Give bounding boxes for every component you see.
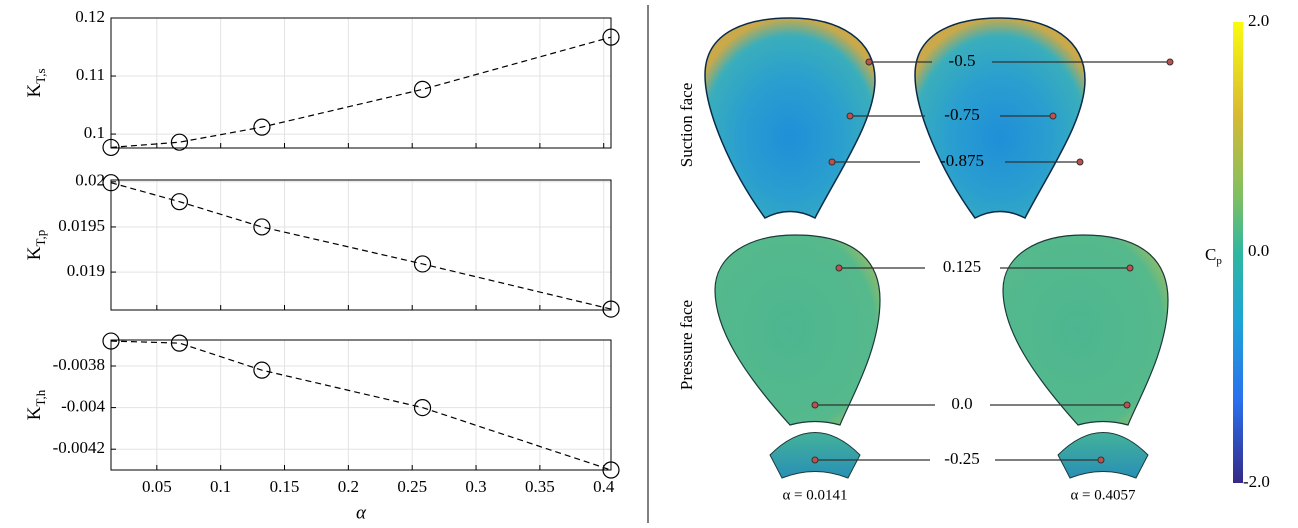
suction-blade <box>915 18 1085 218</box>
contour-label: 0.0 <box>951 394 972 413</box>
x-tick-label: 0.25 <box>397 477 427 496</box>
y-axis-label: KT,h <box>24 389 48 420</box>
contour-label: -0.875 <box>940 151 984 170</box>
colorbar-tick: 2.0 <box>1248 11 1269 30</box>
colorbar-label: Cp <box>1205 245 1222 267</box>
hub <box>1058 433 1148 479</box>
pressure-blade <box>715 235 880 425</box>
y-tick-label: 0.02 <box>75 171 105 190</box>
x-tick-label: 0.15 <box>270 477 300 496</box>
caption: α = 0.4057 <box>1070 487 1136 503</box>
figure: Suction face Pressure face -0.5 -0.75 -0… <box>0 0 1298 528</box>
x-tick-label: 0.2 <box>338 477 359 496</box>
hub <box>770 433 860 479</box>
contour-label: -0.25 <box>944 449 979 468</box>
plot-area <box>111 18 611 148</box>
y-axis-label-main: K <box>24 246 45 260</box>
y-tick-label: 0.019 <box>67 261 105 280</box>
x-tick-label: 0.05 <box>142 477 172 496</box>
y-axis-label-sub: T,h <box>33 389 48 406</box>
x-tick-label: 0.1 <box>210 477 231 496</box>
y-tick-label: -0.0038 <box>53 355 105 374</box>
y-tick-label: 0.12 <box>75 7 105 26</box>
x-tick-label: 0.3 <box>465 477 486 496</box>
y-axis-label: KT,p <box>24 230 48 260</box>
colorbar-tick: 0.0 <box>1248 241 1269 260</box>
y-tick-label: -0.004 <box>61 397 105 416</box>
y-tick-label: -0.0042 <box>53 438 105 457</box>
colorbar <box>1233 22 1243 483</box>
x-tick-label: 0.4 <box>593 477 615 496</box>
y-axis-label-sub: T,s <box>33 68 48 83</box>
contour-label: -0.75 <box>944 105 979 124</box>
y-tick-label: 0.1 <box>84 123 105 142</box>
y-axis-label: KT,s <box>24 68 48 97</box>
contour-label: -0.5 <box>949 51 976 70</box>
x-tick-label: 0.35 <box>525 477 555 496</box>
y-axis-label-main: K <box>24 84 45 98</box>
colorbar-tick: -2.0 <box>1243 472 1270 491</box>
y-axis-label-main: K <box>24 406 45 420</box>
face-label: Pressure face <box>677 300 696 390</box>
plot-area <box>111 340 611 470</box>
face-label: Suction face <box>677 83 696 168</box>
colorbar-label-main: C <box>1205 245 1216 264</box>
y-tick-label: 0.0195 <box>58 216 105 235</box>
contour-label: 0.125 <box>943 257 981 276</box>
plot-area <box>111 180 611 310</box>
pressure-blade <box>1003 235 1168 425</box>
y-tick-label: 0.11 <box>76 65 105 84</box>
y-axis-label-sub: T,p <box>33 230 48 247</box>
colorbar-label-sub: p <box>1216 255 1222 267</box>
x-axis-label: α <box>356 502 367 523</box>
caption: α = 0.0141 <box>782 487 847 503</box>
